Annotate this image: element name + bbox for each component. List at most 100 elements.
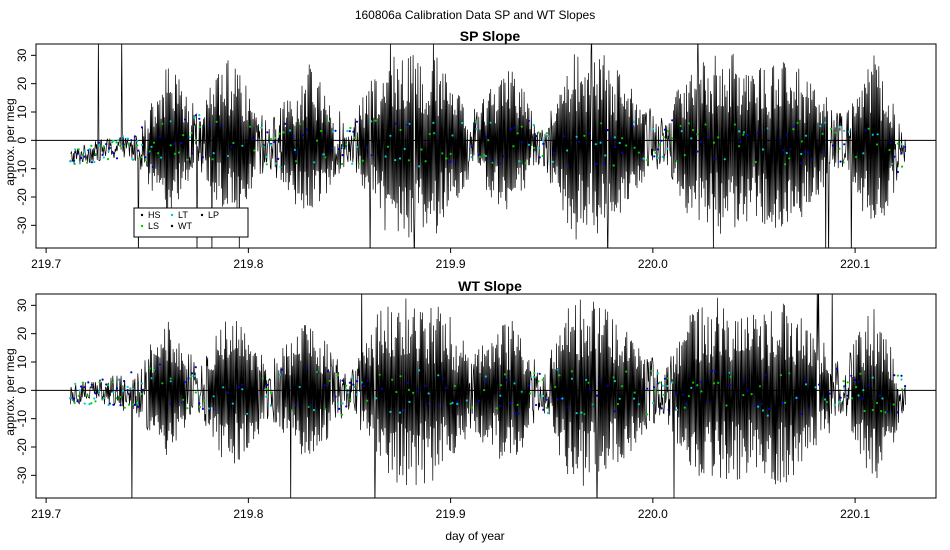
data-point <box>661 384 664 387</box>
trace-series <box>70 44 907 248</box>
data-point <box>750 393 753 396</box>
data-point <box>274 136 277 139</box>
data-point <box>102 397 105 400</box>
data-point <box>81 381 84 384</box>
data-point <box>140 382 144 385</box>
data-point <box>198 117 201 120</box>
data-point <box>338 407 341 410</box>
data-point <box>567 405 570 408</box>
data-point <box>637 151 640 154</box>
data-point <box>563 135 566 138</box>
x-tick-label: 219.7 <box>31 257 61 271</box>
data-point <box>81 153 84 156</box>
data-point <box>890 162 894 165</box>
data-point <box>432 132 436 135</box>
data-point <box>867 127 870 130</box>
data-point <box>341 379 344 382</box>
y-tick-label: 10 <box>15 355 29 369</box>
data-point <box>850 397 854 400</box>
data-point <box>599 141 602 144</box>
data-point <box>190 375 193 378</box>
data-point <box>222 386 225 389</box>
data-point <box>152 369 156 372</box>
data-point <box>260 126 263 129</box>
data-point <box>728 371 731 374</box>
data-point <box>126 137 129 140</box>
data-point <box>696 133 699 136</box>
data-point <box>650 369 653 372</box>
legend-label: LT <box>178 210 188 220</box>
data-point <box>241 388 244 391</box>
sp-slope-plot-area: -30 -20 -10 0 10 20 30 219.7 219.8 219.9 220.0 220.… <box>15 43 937 271</box>
data-point <box>513 126 516 129</box>
data-point <box>83 402 86 405</box>
data-point <box>625 144 628 147</box>
data-point <box>524 161 528 165</box>
data-point <box>881 397 884 400</box>
data-point <box>428 132 431 136</box>
data-point <box>212 395 215 398</box>
data-point <box>904 385 907 388</box>
legend-label: LS <box>148 221 159 231</box>
data-point <box>402 409 405 412</box>
data-point <box>896 374 900 377</box>
data-point <box>556 398 559 401</box>
data-point <box>330 147 333 150</box>
data-point <box>570 377 574 380</box>
data-point <box>785 151 788 155</box>
data-point <box>742 379 746 382</box>
data-point <box>351 162 354 165</box>
data-point <box>77 148 80 151</box>
data-point <box>761 409 765 412</box>
data-point <box>613 136 617 139</box>
data-point <box>127 403 130 406</box>
data-point <box>746 134 749 137</box>
data-point <box>194 138 197 141</box>
data-point <box>753 404 756 407</box>
data-point <box>90 402 93 405</box>
legend-label: WT <box>178 221 192 231</box>
data-point <box>800 152 803 156</box>
data-point <box>441 152 444 155</box>
data-point <box>123 144 126 147</box>
data-point <box>785 133 788 136</box>
data-point <box>226 154 230 158</box>
data-point <box>527 119 531 122</box>
data-point <box>838 400 841 403</box>
data-point <box>788 157 791 160</box>
data-point <box>893 155 896 158</box>
data-point <box>340 413 344 416</box>
point-series <box>69 368 903 417</box>
data-point <box>875 401 879 405</box>
data-point <box>123 406 126 409</box>
data-point <box>538 156 541 159</box>
data-point <box>193 374 196 378</box>
data-point <box>606 384 609 387</box>
data-point <box>839 160 842 163</box>
data-point <box>312 161 316 164</box>
data-point <box>349 126 352 130</box>
data-point <box>299 122 302 126</box>
data-point <box>502 155 505 158</box>
data-point <box>625 370 628 373</box>
data-point <box>136 144 139 147</box>
data-point <box>106 158 110 161</box>
data-point <box>878 394 882 397</box>
data-point <box>198 395 201 398</box>
data-point <box>832 144 835 147</box>
data-point <box>416 389 419 392</box>
data-point <box>804 383 808 386</box>
data-point <box>818 383 821 386</box>
data-point <box>516 132 519 135</box>
data-point <box>107 149 110 152</box>
data-point <box>180 401 183 404</box>
data-point <box>495 407 498 410</box>
data-point <box>456 402 459 406</box>
data-point <box>699 140 703 143</box>
data-point <box>803 379 806 382</box>
data-point <box>546 411 550 415</box>
data-point <box>859 372 862 375</box>
data-point <box>83 150 86 153</box>
data-point <box>900 152 903 155</box>
data-point <box>484 135 487 138</box>
